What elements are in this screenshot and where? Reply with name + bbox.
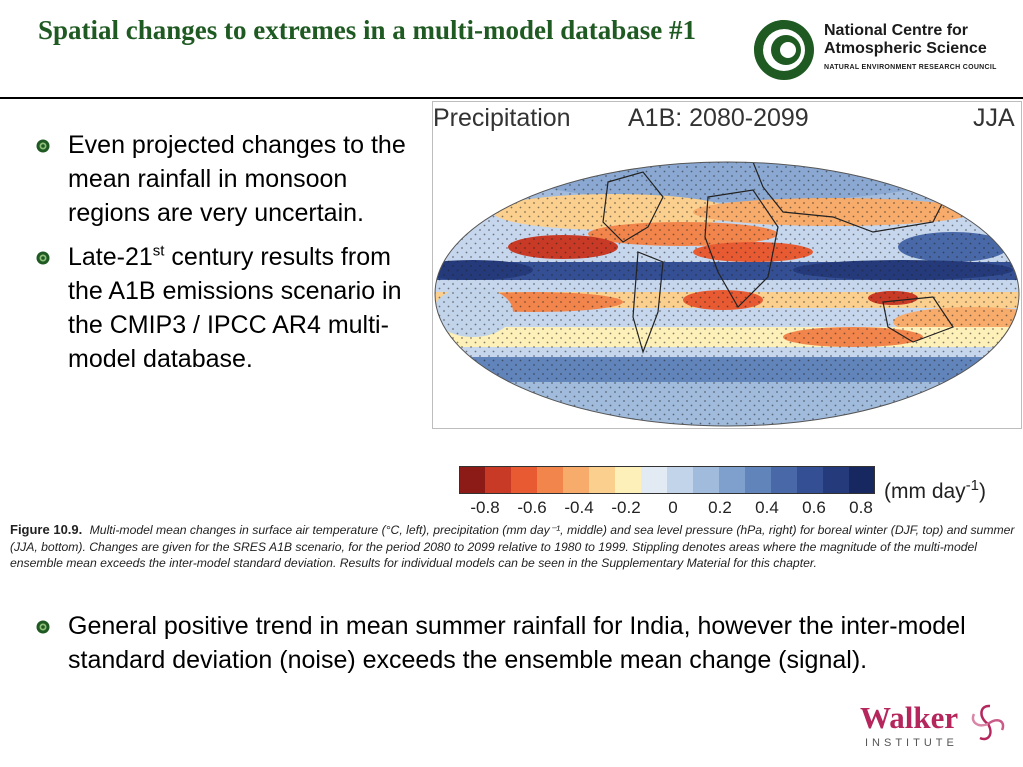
- ncas-name: National Centre for Atmospheric Science: [824, 22, 987, 58]
- colorbar-tick-label: 0.6: [802, 498, 826, 517]
- bullet-text-pre: Late-21: [68, 243, 153, 271]
- walker-name: Walker: [860, 700, 959, 735]
- colorbar-tick-label: 0.2: [708, 498, 732, 517]
- colorbar-cell: [589, 466, 615, 494]
- slide-title: Spatial changes to extremes in a multi-m…: [38, 15, 696, 45]
- bullet-list: Even projected changes to the mean rainf…: [36, 128, 431, 386]
- ncas-logo: National Centre for Atmospheric Science …: [752, 18, 1014, 82]
- ncas-line2: Atmospheric Science: [824, 40, 987, 57]
- ncas-swirl-icon: [754, 20, 814, 80]
- colorbar-cell: [563, 466, 589, 494]
- bottom-bullet-item: General positive trend in mean summer ra…: [36, 609, 1018, 677]
- bullet-item: Late-21st century results from the A1B e…: [36, 240, 431, 376]
- bullet-text-post: century results from the A1B emissions s…: [68, 243, 402, 373]
- caption-label: Figure 10.9.: [10, 522, 83, 537]
- colorbar-cell: [667, 466, 693, 494]
- colorbar-cell: [485, 466, 511, 494]
- bullet-text: Even projected changes to the mean rainf…: [68, 131, 406, 227]
- unit-text: (mm day: [884, 480, 966, 503]
- colorbar-tick-label: -0.2: [611, 498, 641, 517]
- world-map-image: [434, 161, 1020, 427]
- bullet-icon: [36, 620, 50, 634]
- bullet-icon: [36, 139, 50, 153]
- colorbar-cell: [745, 466, 771, 494]
- colorbar-cell: [537, 466, 563, 494]
- colorbar-cell: [459, 466, 485, 494]
- colorbar-tick-label: -0.4: [564, 498, 594, 517]
- colorbar-cell: [641, 466, 667, 494]
- bullet-item: Even projected changes to the mean rainf…: [36, 128, 431, 230]
- unit-superscript: -1: [965, 477, 980, 494]
- colorbar-cell: [719, 466, 745, 494]
- precipitation-map: Precipitation A1B: 2080-2099 JJA: [432, 101, 1022, 429]
- colorbar-border: [459, 466, 875, 494]
- bullet-superscript: st: [152, 242, 165, 260]
- header-divider: [0, 97, 1023, 99]
- walker-subtitle: INSTITUTE: [865, 737, 958, 749]
- figure-caption: Figure 10.9. Multi-model mean changes in…: [10, 522, 1018, 572]
- colorbar-tick-label: -0.6: [517, 498, 547, 517]
- colorbar-tick-label: -0.8: [470, 498, 500, 517]
- colorbar-cell: [771, 466, 797, 494]
- walker-swirl-icon: [971, 704, 1005, 741]
- map-season-label: JJA: [973, 104, 1015, 132]
- colorbar-tick-label: 0.8: [849, 498, 873, 517]
- colorbar-unit: (mm day-1): [884, 477, 987, 504]
- bottom-bullet-text: General positive trend in mean summer ra…: [68, 612, 966, 674]
- colorbar-cell: [823, 466, 849, 494]
- colorbar-cell: [797, 466, 823, 494]
- unit-close: ): [979, 480, 987, 503]
- bullet-icon: [36, 251, 50, 265]
- colorbar-tick-label: 0.4: [755, 498, 779, 517]
- colorbar-cell: [693, 466, 719, 494]
- walker-institute-logo: Walker INSTITUTE: [860, 700, 1010, 755]
- map-variable-label: Precipitation: [433, 104, 571, 132]
- caption-text: Multi-model mean changes in surface air …: [10, 523, 1015, 570]
- ncas-subtitle: NATURAL ENVIRONMENT RESEARCH COUNCIL: [824, 64, 997, 71]
- colorbar-cell: [615, 466, 641, 494]
- colorbar-tick-label: 0: [668, 498, 678, 517]
- colorbar-cell: [511, 466, 537, 494]
- ncas-line1: National Centre for: [824, 22, 969, 39]
- colorbar-cell: [849, 466, 875, 494]
- map-scenario-label: A1B: 2080-2099: [628, 104, 809, 132]
